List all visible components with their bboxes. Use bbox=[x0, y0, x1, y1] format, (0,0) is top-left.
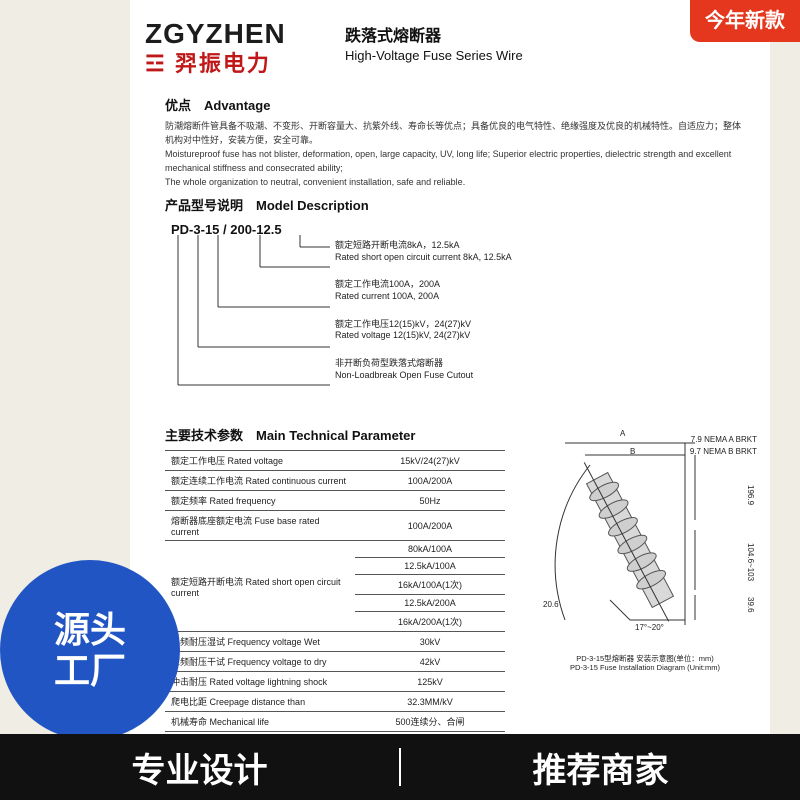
diag-nema-a: 7.9 NEMA A BRKT bbox=[691, 435, 757, 444]
model-line-3: 额定工作电压12(15)kV，24(27)kV Rated voltage 12… bbox=[335, 319, 512, 342]
badge-source-factory: 源头 工厂 bbox=[0, 560, 180, 740]
diagram-svg bbox=[535, 425, 755, 655]
product-title: 跌落式熔断器 High-Voltage Fuse Series Wire bbox=[345, 22, 523, 63]
diag-dim-B: B bbox=[630, 447, 635, 456]
diag-caption-en: PD-3-15 Fuse Installation Diagram (Unit:… bbox=[535, 663, 755, 672]
table-row: 工频耐压湿试 Frequency voltage Wet30kV bbox=[165, 632, 505, 652]
table-row: 额定连续工作电流 Rated continuous current100A/20… bbox=[165, 471, 505, 491]
advantage-text-en2: The whole organization to neutral, conve… bbox=[165, 176, 745, 190]
model-line-1: 额定短路开断电流8kA，12.5kA Rated short open circ… bbox=[335, 240, 512, 263]
advantage-text-cn: 防潮熔断件管具备不吸潮、不变形、开断容量大、抗紫外线、寿命长等优点；具备优良的电… bbox=[165, 120, 745, 148]
advantage-section: 优点 Advantage 防潮熔断件管具备不吸潮、不变形、开断容量大、抗紫外线、… bbox=[165, 95, 745, 190]
logo-icon: ☲ bbox=[145, 51, 167, 77]
diag-caption: PD-3-15型熔断器 安装示意图(单位：mm) PD-3-15 Fuse In… bbox=[535, 654, 755, 672]
diag-caption-cn: PD-3-15型熔断器 安装示意图(单位：mm) bbox=[535, 654, 755, 663]
diag-dim-A: A bbox=[620, 429, 625, 438]
table-row: 额定短路开断电流 Rated short open circuit curren… bbox=[165, 541, 505, 558]
logo-block: ZGYZHEN ☲ 羿振电力 bbox=[145, 18, 286, 78]
document-page: ZGYZHEN ☲ 羿振电力 跌落式熔断器 High-Voltage Fuse … bbox=[130, 0, 770, 740]
installation-diagram: 7.9 NEMA A BRKT 9.7 NEMA B BRKT A B 196.… bbox=[535, 425, 755, 670]
table-row: 机械寿命 Mechanical life500连续分、合闸 bbox=[165, 712, 505, 732]
bottom-left: 专业设计 bbox=[0, 743, 399, 792]
model-line-3-en: Rated voltage 12(15)kV, 24(27)kV bbox=[335, 330, 512, 342]
table-row: 爬电比距 Creepage distance than32.3MM/kV bbox=[165, 692, 505, 712]
model-line-2: 额定工作电流100A，200A Rated current 100A, 200A bbox=[335, 279, 512, 302]
advantage-head: 优点 Advantage bbox=[165, 95, 745, 114]
badge-new: 今年新款 bbox=[690, 0, 800, 42]
model-head: 产品型号说明 Model Description bbox=[165, 195, 745, 214]
advantage-text-en1: Moistureproof fuse has not blister, defo… bbox=[165, 148, 745, 176]
model-line-4-en: Non-Loadbreak Open Fuse Cutout bbox=[335, 370, 512, 382]
mtp-head: 主要技术参数 Main Technical Parameter bbox=[165, 425, 505, 444]
table-row: 额定频率 Rated frequency50Hz bbox=[165, 491, 505, 511]
main-tech-param-section: 主要技术参数 Main Technical Parameter 额定工作电压 R… bbox=[165, 425, 505, 732]
table-row: 工频耐压干试 Frequency voltage to dry42kV bbox=[165, 652, 505, 672]
diag-nema-b: 9.7 NEMA B BRKT bbox=[690, 447, 757, 456]
model-bracket-diagram bbox=[170, 235, 340, 410]
title-cn: 跌落式熔断器 bbox=[345, 22, 523, 46]
model-lines: 额定短路开断电流8kA，12.5kA Rated short open circ… bbox=[335, 240, 512, 398]
diag-h3: 39.6 bbox=[746, 597, 755, 613]
model-line-2-cn: 额定工作电流100A，200A bbox=[335, 279, 512, 291]
model-line-1-cn: 额定短路开断电流8kA，12.5kA bbox=[335, 240, 512, 252]
model-line-3-cn: 额定工作电压12(15)kV，24(27)kV bbox=[335, 319, 512, 331]
logo-sub: ☲ 羿振电力 bbox=[145, 46, 286, 78]
model-line-4-cn: 非开断负荷型跌落式熔断器 bbox=[335, 358, 512, 370]
diag-h2: 104.6~103 bbox=[746, 543, 755, 581]
logo-sub-text: 羿振电力 bbox=[175, 51, 271, 76]
diag-left-dim: 20.6 bbox=[543, 600, 559, 609]
model-line-1-en: Rated short open circuit current 8kA, 12… bbox=[335, 252, 512, 264]
bottom-bar: 专业设计 推荐商家 bbox=[0, 734, 800, 800]
table-row: 额定工作电压 Rated voltage15kV/24(27)kV bbox=[165, 451, 505, 471]
bottom-right: 推荐商家 bbox=[401, 743, 800, 792]
table-row: 熔断器底座额定电流 Fuse base rated current100A/20… bbox=[165, 511, 505, 541]
model-line-4: 非开断负荷型跌落式熔断器 Non-Loadbreak Open Fuse Cut… bbox=[335, 358, 512, 381]
model-line-2-en: Rated current 100A, 200A bbox=[335, 291, 512, 303]
spec-table: 额定工作电压 Rated voltage15kV/24(27)kV 额定连续工作… bbox=[165, 450, 505, 732]
diag-angle: 17°~20° bbox=[635, 623, 664, 632]
badge-circle-line1: 源头 bbox=[54, 609, 126, 650]
table-row: 冲击耐压 Rated voltage lightning shock125kV bbox=[165, 672, 505, 692]
title-en: High-Voltage Fuse Series Wire bbox=[345, 48, 523, 63]
model-section: 产品型号说明 Model Description PD-3-15 / 200-1… bbox=[165, 195, 745, 237]
badge-circle-line2: 工厂 bbox=[54, 650, 126, 691]
diag-h1: 196.9 bbox=[746, 485, 755, 505]
